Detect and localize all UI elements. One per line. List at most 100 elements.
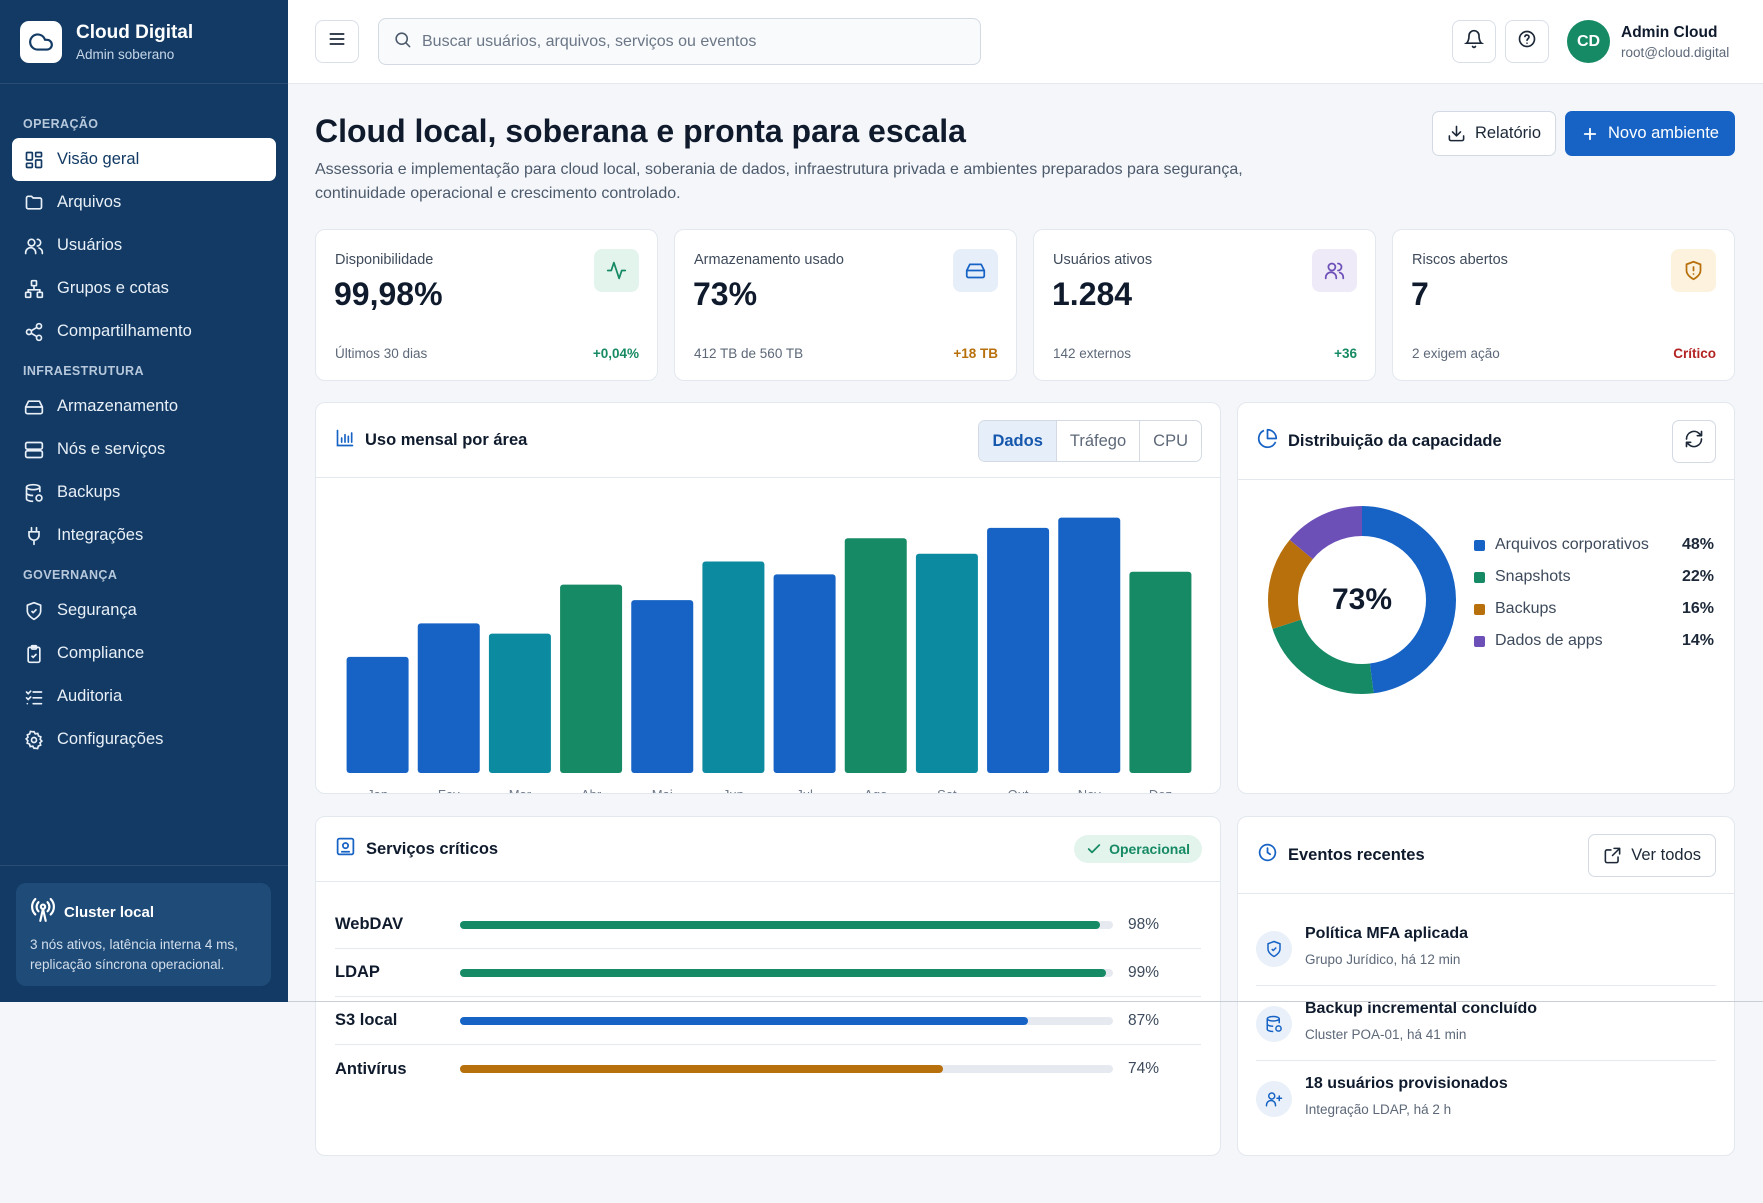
usage-bar-chart: Jan Fev Mar Abr Mai Jun Jul Ago Set Out Nov Dez [346,517,1192,794]
bar-out[interactable] [987,527,1050,773]
user-name[interactable]: Admin Cloud [1621,24,1718,41]
service-progress-track [460,1016,1113,1025]
x-tick-label: Out [1008,787,1029,794]
legend-label: Backups [1495,600,1557,617]
x-tick-label: Mai [652,787,673,794]
pie-chart-icon [1257,428,1278,454]
sidebar-item-seguranca[interactable]: Segurança [12,589,276,632]
service-progress-track [460,968,1113,977]
service-progress-track [460,920,1113,929]
radio-tower-icon [30,897,56,927]
x-tick-label: Nov [1078,787,1102,794]
sidebar-item-configuracoes[interactable]: Configurações [12,718,276,761]
sidebar-item-visao-geral[interactable]: Visão geral [12,138,276,181]
help-button[interactable] [1505,20,1549,63]
kpi-value: 7 [1411,276,1429,312]
event-item[interactable]: 18 usuários provisionados Integração LDA… [1256,1061,1716,1136]
bar-chart-icon [335,428,355,453]
sidebar-item-label: Segurança [57,601,137,619]
sidebar-item-nos-servicos[interactable]: Nós e serviços [12,428,276,471]
menu-toggle-button[interactable] [315,20,359,63]
donut-slice-1[interactable] [1268,506,1456,694]
search-box[interactable] [378,18,981,65]
usage-metric-tabs: Dados Tráfego CPU [978,420,1202,462]
service-percent: 87% [1128,1011,1160,1029]
brand[interactable]: Cloud Digital Admin soberano [0,0,288,84]
status-badge: Operacional [1074,835,1202,863]
usage-chart-card: Uso mensal por área Dados Tráfego CPU Ja… [315,402,1221,794]
sidebar-item-arquivos[interactable]: Arquivos [12,181,276,224]
service-row: LDAP 99% [335,949,1201,997]
status-badge-label: Operacional [1109,841,1190,857]
event-item[interactable]: Backup incremental concluído Cluster POA… [1256,986,1716,1061]
donut-slice-2[interactable] [1268,506,1456,694]
legend-swatch [1474,571,1485,583]
bar-fev[interactable] [417,623,480,773]
bar-abr[interactable] [560,584,623,773]
event-item[interactable]: Política MFA aplicada Grupo Jurídico, há… [1256,911,1716,986]
legend-label: Snapshots [1495,568,1571,585]
donut-slice-3[interactable] [1268,506,1456,694]
service-percent: 98% [1128,915,1160,933]
download-icon [1447,124,1466,143]
sidebar-item-usuarios[interactable]: Usuários [12,224,276,267]
shield-alert-icon [1671,249,1716,292]
kpi-label: Riscos abertos [1412,252,1508,268]
bar-mai[interactable] [631,600,694,773]
hard-drive-icon [953,249,998,292]
kpi-value: 1.284 [1052,276,1133,312]
legend-swatch [1474,539,1485,551]
kpi-label: Disponibilidade [335,252,434,268]
refresh-button[interactable] [1672,420,1716,463]
tab-cpu[interactable]: CPU [1139,421,1201,461]
sidebar-item-label: Usuários [57,236,123,254]
sidebar-item-compartilhamento[interactable]: Compartilhamento [12,310,276,353]
kpi-foot: 412 TB de 560 TB [694,346,804,361]
see-all-events-button[interactable]: Ver todos [1588,834,1716,877]
sidebar-item-label: Grupos e cotas [57,279,169,297]
search-input[interactable] [422,32,962,51]
sidebar-item-armazenamento[interactable]: Armazenamento [12,385,276,428]
sidebar-item-backups[interactable]: Backups [12,471,276,514]
bar-set[interactable] [915,553,978,773]
bar-jul[interactable] [773,574,836,773]
bar-dez[interactable] [1129,571,1192,773]
legend-value: 14% [1681,632,1714,649]
report-button[interactable]: Relatório [1432,111,1556,156]
list-checks-icon [23,686,45,708]
sidebar-item-label: Configurações [57,730,164,748]
bar-nov[interactable] [1058,517,1121,773]
event-subtitle: Cluster POA-01, há 41 min [1305,1027,1467,1042]
event-subtitle: Integração LDAP, há 2 h [1305,1102,1452,1117]
sidebar-item-auditoria[interactable]: Auditoria [12,675,276,718]
clipboard-check-icon [23,643,45,665]
cluster-description: 3 nós ativos, latência interna 4 ms, rep… [30,937,238,972]
check-icon [1086,841,1102,857]
tab-dados[interactable]: Dados [979,421,1056,461]
kpi-card-armazenamento: Armazenamento usado 73% 412 TB de 560 TB… [674,229,1017,381]
page-title: Cloud local, soberana e pronta para esca… [315,113,966,149]
database-backup-icon [23,482,45,504]
kpi-delta: Crítico [1673,346,1716,361]
page-subtitle: Assessoria e implementação para cloud lo… [315,161,1243,202]
bar-mar[interactable] [488,633,551,773]
tab-trafego[interactable]: Tráfego [1055,421,1139,461]
bar-jan[interactable] [346,656,409,773]
sidebar-item-label: Arquivos [57,193,122,211]
bar-jun[interactable] [702,561,765,773]
new-environment-button[interactable]: Novo ambiente [1565,111,1735,156]
notifications-button[interactable] [1452,20,1496,63]
sidebar-divider [0,865,288,866]
bar-ago[interactable] [844,538,907,773]
sidebar-item-grupos-cotas[interactable]: Grupos e cotas [12,267,276,310]
kpi-foot: Últimos 30 dias [335,346,428,361]
user-plus-icon [1256,1081,1292,1117]
avatar[interactable]: CD [1567,20,1610,63]
sidebar-item-label: Compartilhamento [57,322,192,340]
legend-item: Backups 16% [1474,600,1714,618]
kpi-card-riscos: Riscos abertos 7 2 exigem ação Crítico [1392,229,1735,381]
event-subtitle: Grupo Jurídico, há 12 min [1305,952,1461,967]
sidebar-item-integracoes[interactable]: Integrações [12,514,276,557]
sidebar: Cloud Digital Admin soberano OPERAÇÃO Vi… [0,0,288,1002]
sidebar-item-compliance[interactable]: Compliance [12,632,276,675]
